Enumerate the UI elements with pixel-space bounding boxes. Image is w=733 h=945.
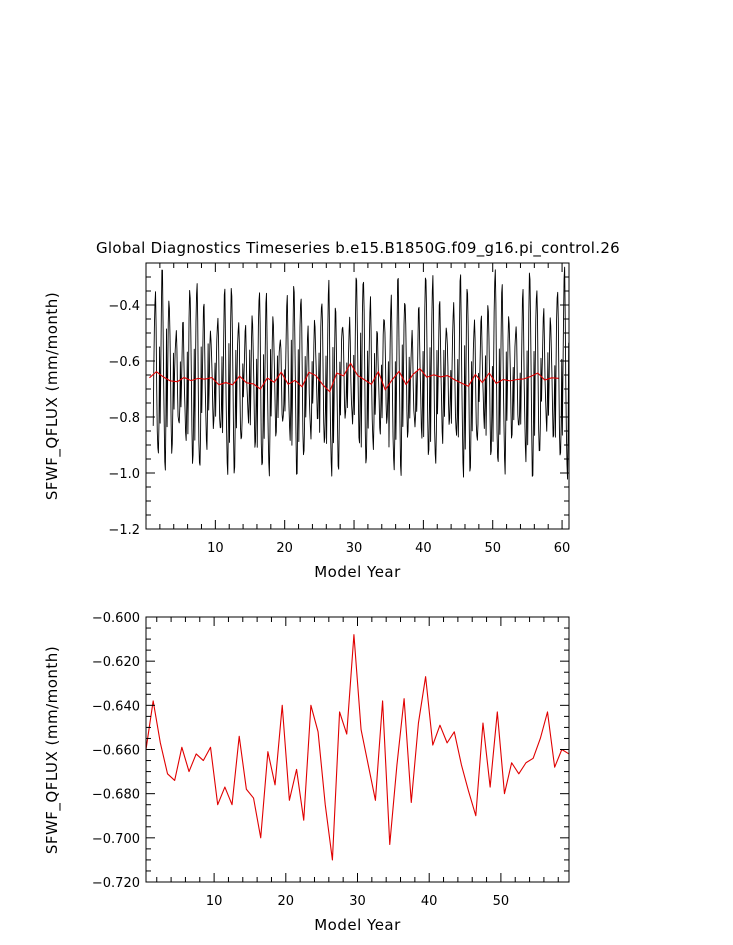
y-tick-label: −0.8 (108, 411, 140, 426)
y-tick-label: −0.600 (92, 611, 140, 626)
x-tick-label: 60 (554, 541, 571, 556)
x-tick-label: 50 (493, 894, 510, 909)
x-tick-label: 20 (278, 894, 295, 909)
annual-mean-series-line (145, 634, 570, 861)
y-tick-label: −0.680 (92, 788, 140, 803)
y-tick-label: −1.0 (108, 467, 140, 482)
x-tick-label: 30 (346, 541, 363, 556)
annual-mean-series-line (149, 362, 559, 393)
y-axis-title: SFWF_QFLUX (mm/month) (43, 292, 62, 500)
top-panel: 10 20 30 40 50 60 −1.2 −1.0 −0.8 −0.6 −0.4 Model Ye… (43, 262, 571, 581)
y-tick-label: −0.660 (92, 744, 140, 759)
bottom-panel: 10 20 30 40 50 −0.720 −0.700 −0.680 −0.660 −0.640… (43, 611, 570, 934)
plot-frame (145, 262, 570, 530)
y-tick-label: −0.640 (92, 699, 140, 714)
y-tick-label: −0.700 (92, 832, 140, 847)
x-tick-label: 50 (484, 541, 501, 556)
y-tick-label: −1.2 (108, 523, 140, 538)
x-tick-label: 10 (206, 894, 223, 909)
x-tick-label: 30 (349, 894, 366, 909)
x-tick-label: 20 (276, 541, 293, 556)
x-tick-label: 10 (207, 541, 224, 556)
figure-title: Global Diagnostics Timeseries b.e15.B185… (96, 239, 620, 258)
y-axis-title: SFWF_QFLUX (mm/month) (43, 646, 62, 854)
y-tick-label: −0.6 (108, 355, 140, 370)
x-axis-title: Model Year (314, 916, 401, 934)
monthly-series-line (152, 266, 570, 480)
x-tick-label: 40 (421, 894, 438, 909)
y-tick-label: −0.720 (92, 876, 140, 891)
x-axis-title: Model Year (314, 563, 401, 581)
y-tick-label: −0.620 (92, 655, 140, 670)
y-tick-label: −0.4 (108, 299, 140, 314)
x-tick-label: 40 (415, 541, 432, 556)
